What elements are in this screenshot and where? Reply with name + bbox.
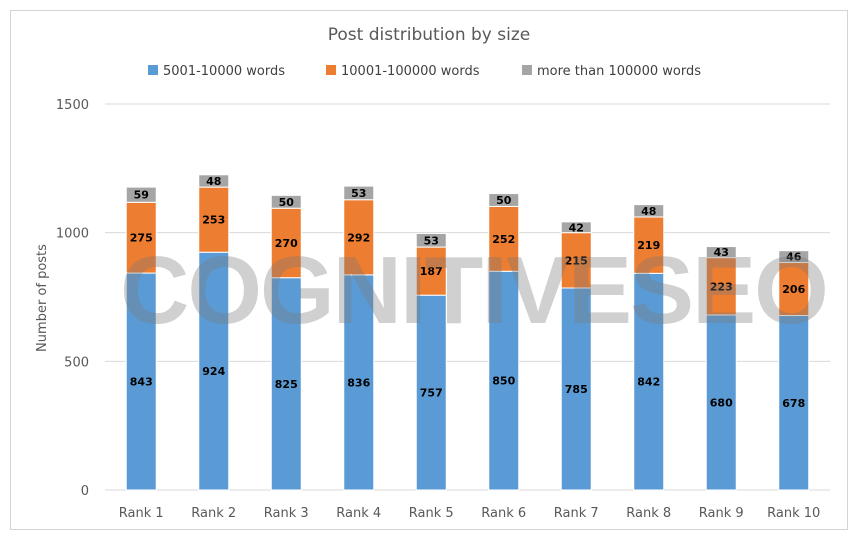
x-tick-label: Rank 10 (767, 506, 820, 521)
x-tick-label: Rank 9 (699, 506, 744, 521)
bar-segment (125, 186, 157, 203)
bar-value-label: 219 (637, 239, 660, 252)
bar-segment (560, 221, 592, 234)
bars: 843 275 59 924 253 48 825 270 50 836 292 53 757 187 53… (125, 174, 810, 491)
bar-value-label: 678 (782, 397, 805, 410)
bar-value-label: 48 (206, 175, 221, 188)
bar-value-label: 50 (279, 196, 295, 209)
bar-value-label: 825 (275, 378, 298, 391)
y-tick-label: 1000 (56, 227, 89, 242)
bar-value-label: 275 (130, 232, 153, 245)
bar-value-label: 757 (420, 387, 443, 400)
bar-segment (270, 277, 302, 491)
bar-segment (778, 262, 810, 317)
bar-segment (633, 272, 665, 491)
bar-value-label: 836 (347, 376, 370, 389)
bar-value-label: 53 (351, 187, 366, 200)
bar-value-label: 59 (134, 189, 149, 202)
bar-segment (415, 294, 447, 491)
x-tick-label: Rank 5 (409, 506, 454, 521)
y-tick-label: 1500 (56, 98, 89, 113)
y-axis-label: Number of posts (35, 244, 50, 352)
x-tick-label: Rank 6 (481, 506, 526, 521)
x-tick-label: Rank 1 (119, 506, 164, 521)
bar-value-label: 43 (714, 246, 729, 259)
bar-value-label: 48 (641, 205, 656, 218)
legend-item: more than 100000 words (522, 64, 701, 79)
bar-value-label: 53 (424, 234, 439, 247)
legend-swatch (522, 65, 532, 75)
x-tick-label: Rank 8 (626, 506, 671, 521)
bar-segment (270, 207, 302, 279)
legend-swatch (148, 65, 158, 75)
bar-value-label: 253 (202, 214, 225, 227)
bar-segment (778, 315, 810, 491)
bar-value-label: 50 (496, 194, 512, 207)
bar-segment (125, 272, 157, 491)
bar-value-label: 206 (782, 283, 805, 296)
bar-value-label: 223 (710, 280, 733, 293)
bar-value-label: 252 (492, 233, 515, 246)
bar-value-label: 215 (565, 254, 588, 267)
bar-value-label: 850 (492, 375, 515, 388)
bar-segment (198, 174, 230, 188)
bar-value-label: 187 (420, 265, 443, 278)
bar-value-label: 842 (637, 376, 660, 389)
bar-value-label: 42 (569, 221, 584, 234)
x-axis-ticks: Rank 1 Rank 2 Rank 3 Rank 4 Rank 5 Rank 6 Rank… (119, 506, 821, 521)
bar-segment (198, 186, 230, 253)
x-tick-label: Rank 4 (336, 506, 381, 521)
bar-segment (343, 274, 375, 491)
legend-label: 5001-10000 words (163, 64, 285, 79)
bar-segment (560, 232, 592, 289)
bar-segment (560, 287, 592, 491)
bar-segment (488, 270, 520, 491)
bar-segment (415, 232, 447, 248)
bar-segment (343, 185, 375, 201)
bar-segment (343, 199, 375, 276)
legend-swatch (326, 65, 336, 75)
chart-title: Post distribution by size (328, 25, 530, 45)
y-tick-label: 500 (64, 355, 89, 370)
bar-value-label: 46 (786, 251, 802, 264)
bar-value-label: 924 (202, 365, 225, 378)
bar-value-label: 680 (710, 397, 733, 410)
y-tick-label: 0 (81, 484, 89, 499)
bar-value-label: 785 (565, 383, 588, 396)
bar-value-label: 292 (347, 231, 370, 244)
bar-segment (778, 250, 810, 264)
y-axis-ticks: 0 500 1000 1500 (56, 98, 89, 499)
bar-segment (633, 204, 665, 218)
x-tick-label: Rank 3 (264, 506, 309, 521)
x-tick-label: Rank 2 (191, 506, 236, 521)
legend-label: more than 100000 words (537, 64, 701, 79)
bar-value-label: 270 (275, 237, 298, 250)
legend-label: 10001-100000 words (341, 64, 480, 79)
bar-value-label: 843 (130, 376, 153, 389)
x-tick-label: Rank 7 (554, 506, 599, 521)
bar-segment (488, 193, 520, 207)
bar-segment (705, 314, 737, 491)
bar-segment (270, 194, 302, 209)
bar-segment (488, 205, 520, 272)
legend-item: 10001-100000 words (326, 64, 480, 79)
bar-segment (633, 216, 665, 274)
bar-segment (705, 246, 737, 259)
legend: 5001-10000 words 10001-100000 words more t… (148, 64, 701, 79)
bar-segment (198, 251, 230, 491)
legend-item: 5001-10000 words (148, 64, 285, 79)
